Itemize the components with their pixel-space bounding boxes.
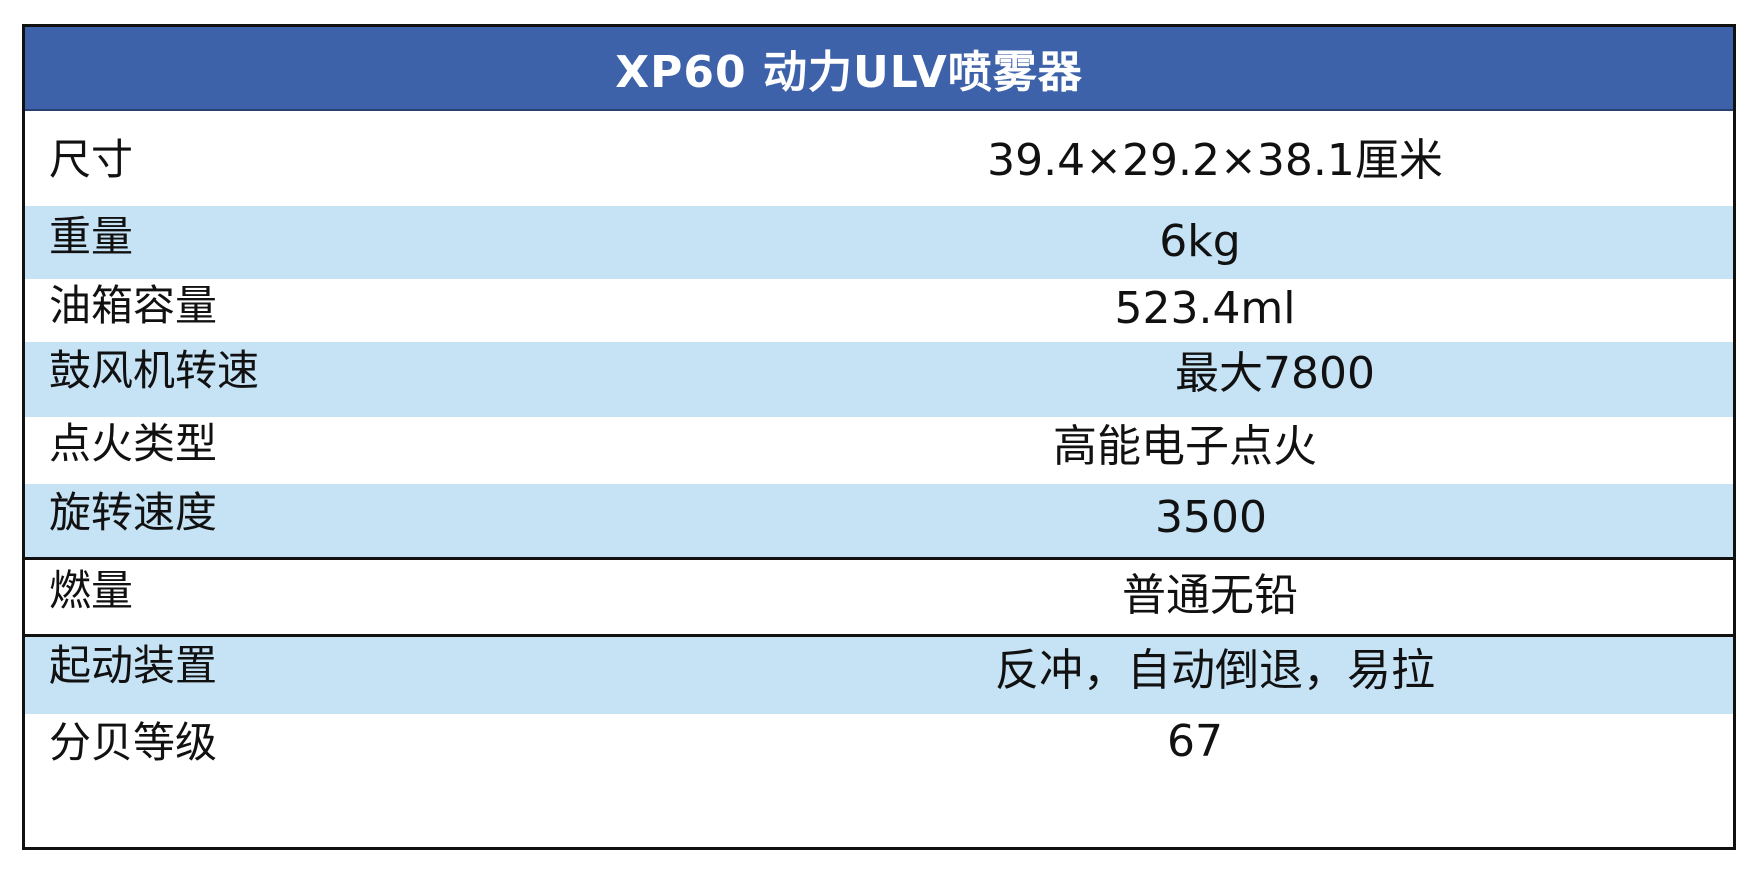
- row-value: 高能电子点火: [1053, 421, 1317, 472]
- row-value: 523.4ml: [1114, 283, 1296, 334]
- row-label: 尺寸: [49, 135, 134, 184]
- table-row: 鼓风机转速 最大7800: [25, 342, 1733, 417]
- table-row: 起动装置 反冲，自动倒退，易拉: [25, 634, 1733, 714]
- row-label: 重量: [49, 212, 134, 261]
- row-value: 普通无铅: [1122, 570, 1298, 621]
- table-row: 尺寸 39.4×29.2×38.1厘米: [25, 111, 1733, 206]
- row-value: 39.4×29.2×38.1厘米: [987, 135, 1443, 186]
- table-header: XP60 动力ULV喷雾器: [25, 27, 1733, 111]
- row-value: 67: [1167, 716, 1223, 767]
- row-value: 最大7800: [1175, 348, 1375, 399]
- row-label: 点火类型: [49, 419, 218, 468]
- row-label: 燃量: [49, 566, 134, 615]
- table-row: 燃量 普通无铅: [25, 557, 1733, 634]
- row-label: 起动装置: [49, 641, 218, 690]
- spec-table: XP60 动力ULV喷雾器 尺寸 39.4×29.2×38.1厘米 重量 6kg…: [22, 24, 1736, 850]
- table-row: 旋转速度 3500: [25, 484, 1733, 557]
- table-row: 油箱容量 523.4ml: [25, 279, 1733, 342]
- row-label: 油箱容量: [49, 281, 218, 330]
- row-label: 旋转速度: [49, 488, 218, 537]
- row-value: 3500: [1155, 492, 1267, 543]
- table-row: 点火类型 高能电子点火: [25, 417, 1733, 484]
- table-row: 重量 6kg: [25, 206, 1733, 279]
- table-title: XP60 动力ULV喷雾器: [615, 47, 1083, 98]
- row-label: 分贝等级: [49, 718, 218, 767]
- table-row: 分贝等级 67: [25, 714, 1733, 847]
- row-value: 反冲，自动倒退，易拉: [995, 645, 1435, 696]
- row-label: 鼓风机转速: [49, 346, 260, 395]
- row-value: 6kg: [1159, 216, 1241, 267]
